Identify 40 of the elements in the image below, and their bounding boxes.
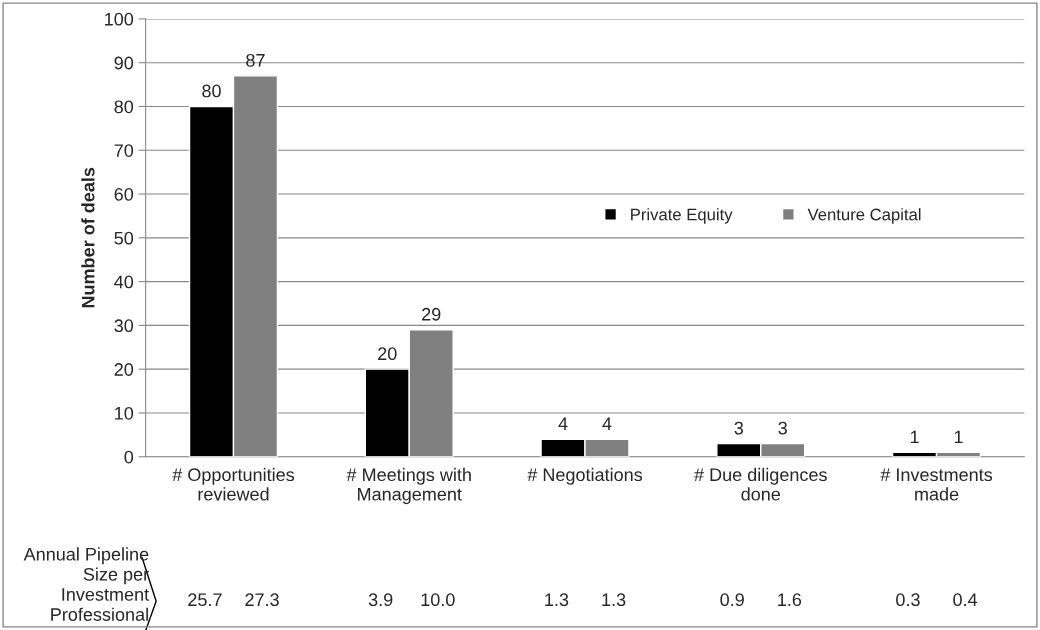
- legend-label: Venture Capital: [807, 208, 921, 224]
- y-tick-label: 30: [114, 319, 134, 333]
- x-tick-label: # Meetings with Management: [346, 467, 471, 505]
- x-tick-label: # Negotiations: [527, 467, 643, 485]
- data-label: 29: [422, 307, 441, 321]
- y-tick-label: 70: [114, 144, 134, 157]
- text: 1.6: [778, 593, 802, 607]
- data-label: 3: [778, 421, 787, 435]
- text: 25.7: [188, 593, 222, 607]
- data-label: 1: [954, 430, 963, 444]
- x-tick-label: # Opportunities reviewed: [172, 467, 295, 501]
- data-label: 20: [378, 347, 397, 361]
- y-tick-label: 20: [114, 363, 134, 376]
- text: 0.4: [953, 593, 978, 607]
- text: 10.0: [421, 593, 455, 607]
- y-tick-label: 10: [115, 406, 134, 420]
- y-tick-label: 50: [114, 231, 134, 245]
- data-label: 4: [558, 417, 568, 430]
- legend-label: Private Equity: [631, 208, 733, 224]
- data-label: 80: [202, 84, 221, 98]
- data-label: 1: [910, 430, 919, 444]
- x-tick-label: # Investments made: [880, 468, 993, 501]
- y-tick-label: 100: [105, 12, 134, 26]
- y-tick-label: 0: [124, 450, 134, 464]
- data-label: 87: [246, 53, 265, 67]
- data-label: 4: [602, 417, 612, 430]
- y-tick-label: 40: [114, 275, 134, 289]
- text: 0.3: [896, 593, 920, 607]
- text: 27.3: [245, 593, 279, 607]
- text: 3.9: [368, 593, 393, 607]
- y-tick-label: 80: [114, 100, 134, 114]
- y-tick-label: 60: [114, 187, 134, 201]
- data-label: 3: [734, 421, 744, 435]
- text: Annual Pipeline Size per Investment Professional: [23, 547, 149, 621]
- y-axis-title: Number of deals: [81, 167, 95, 308]
- y-tick-label: 90: [114, 56, 134, 70]
- text: 1.3: [602, 593, 626, 607]
- x-tick-label: # Due diligences done: [694, 467, 827, 501]
- text: 1.3: [545, 593, 569, 607]
- text: 0.9: [720, 593, 744, 607]
